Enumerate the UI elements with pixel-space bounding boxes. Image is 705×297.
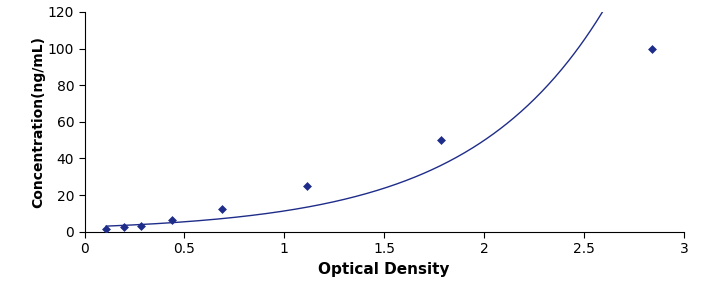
Point <box>646 46 658 51</box>
Point <box>101 226 112 231</box>
Y-axis label: Concentration(ng/mL): Concentration(ng/mL) <box>31 36 45 208</box>
Point <box>167 218 178 222</box>
Point <box>301 184 312 188</box>
Point <box>118 225 129 230</box>
Point <box>216 206 228 211</box>
Point <box>435 138 446 143</box>
Point <box>135 224 147 228</box>
X-axis label: Optical Density: Optical Density <box>319 262 450 277</box>
